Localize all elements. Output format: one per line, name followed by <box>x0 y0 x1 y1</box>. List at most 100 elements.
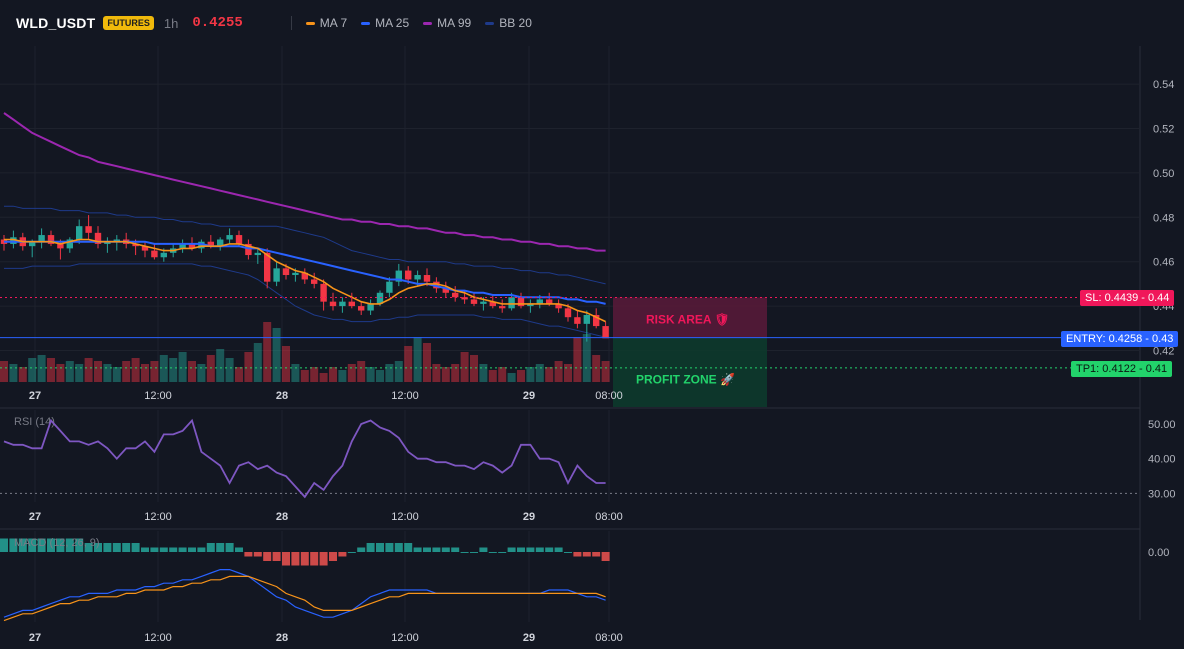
macd-histogram-bar <box>498 552 507 553</box>
volume-bar <box>235 367 243 382</box>
time-tick-label: 12:00 <box>391 511 419 523</box>
time-tick-label: 12:00 <box>144 511 172 523</box>
volume-bar <box>366 367 375 382</box>
candle-body <box>574 317 581 324</box>
header-divider <box>290 16 292 30</box>
volume-bar <box>479 364 488 382</box>
volume-bar <box>582 334 591 382</box>
volume-bar <box>244 352 253 382</box>
macd-histogram-bar <box>291 552 300 566</box>
time-tick-label: 08:00 <box>595 390 623 402</box>
macd-histogram-bar <box>376 543 384 552</box>
macd-histogram-bar <box>56 538 65 552</box>
macd-histogram-bar <box>357 547 366 552</box>
risk-zone <box>613 297 767 338</box>
candle-body <box>583 314 590 324</box>
volume-bar <box>103 364 112 382</box>
candle-body <box>160 252 167 258</box>
macd-histogram-bar <box>517 547 525 552</box>
candle-body <box>376 292 384 304</box>
macd-histogram-bar <box>47 538 55 552</box>
candle-body <box>10 237 17 244</box>
volume-bar <box>131 358 140 382</box>
ma7-line <box>4 238 606 323</box>
candle-body <box>386 281 393 293</box>
macd-histogram-bar <box>94 543 102 552</box>
macd-histogram-bar <box>573 552 582 557</box>
macd-histogram-bar <box>545 547 554 552</box>
macd-histogram-bar <box>319 552 328 566</box>
macd-histogram-bar <box>413 547 422 552</box>
price-tick-label: 0.48 <box>1153 212 1174 224</box>
candle-body <box>94 232 102 244</box>
macd-histogram-bar <box>592 552 601 557</box>
macd-histogram-bar <box>169 547 178 552</box>
volume-bar <box>488 370 497 382</box>
tp-price-label: TP1: 0.4122 - 0.41 <box>1071 361 1173 377</box>
legend-ma25-label: MA 25 <box>375 16 410 30</box>
time-tick-label: 08:00 <box>595 632 623 644</box>
entry-price-label: ENTRY: 0.4258 - 0.43 <box>1061 331 1179 347</box>
candle-body <box>198 241 205 249</box>
macd-histogram-bar <box>122 543 131 552</box>
macd-histogram-bar <box>37 538 46 552</box>
time-tick-label: 29 <box>523 390 535 402</box>
macd-title: MACD (12, 26, 9) <box>14 537 100 549</box>
legend-ma7[interactable]: MA 7 <box>305 16 347 30</box>
candle-body <box>499 306 506 309</box>
legend-ma99[interactable]: MA 99 <box>423 16 471 30</box>
macd-histogram-bar <box>131 543 140 552</box>
time-tick-label: 12:00 <box>144 632 172 644</box>
macd-histogram-bar <box>103 543 112 552</box>
macd-histogram-bar <box>564 552 572 553</box>
candle-body <box>264 252 271 282</box>
candle-body <box>188 243 196 249</box>
volume-bar <box>216 349 225 382</box>
candle-body <box>593 314 600 327</box>
macd-histogram-bar <box>488 552 497 553</box>
volume-bar <box>592 355 601 382</box>
macd-histogram-bar <box>263 552 272 561</box>
entry-label-text: ENTRY: 0.4258 <box>1066 333 1143 345</box>
chart-header: WLD_USDT FUTURES 1h 0.4255 MA 7 MA 25 MA… <box>0 0 1184 46</box>
volume-bar <box>178 352 187 382</box>
volume-bar <box>263 322 272 382</box>
price-tick-label: 0.46 <box>1153 257 1174 269</box>
volume-bar <box>282 346 290 382</box>
time-tick-label: 28 <box>276 632 288 644</box>
timeframe-label[interactable]: 1h <box>163 15 179 31</box>
candle-body <box>536 299 543 304</box>
volume-bar <box>197 364 206 382</box>
legend-bb20[interactable]: BB 20 <box>485 16 532 30</box>
symbol-name[interactable]: WLD_USDT <box>16 15 96 31</box>
macd-histogram-bar <box>141 547 149 552</box>
candle-body <box>442 288 449 293</box>
volume-bar <box>507 373 516 382</box>
volume-bar <box>18 367 27 382</box>
candle-body <box>395 270 402 282</box>
macd-signal-line <box>3 575 606 622</box>
macd-histogram-bar <box>460 552 469 553</box>
candle-body <box>57 243 64 249</box>
volume-bar <box>300 370 309 382</box>
macd-histogram-bar <box>112 543 121 552</box>
macd-histogram-bar <box>404 543 413 552</box>
candle-body <box>292 272 299 276</box>
candle-body <box>405 270 412 280</box>
legend-ma25[interactable]: MA 25 <box>361 16 409 30</box>
ma7-swatch <box>305 21 315 25</box>
volume-bar <box>526 367 535 382</box>
volume-bar <box>423 343 431 382</box>
volume-bar <box>545 367 554 382</box>
candle-body <box>527 303 534 307</box>
tp-axis-text: 0.41 <box>1145 363 1168 375</box>
volume-bar <box>517 370 525 382</box>
time-tick-label: 12:00 <box>391 390 419 402</box>
macd-histogram-bar <box>197 547 206 552</box>
volume-bar <box>460 352 469 382</box>
candle-body <box>517 297 525 307</box>
time-tick-label: 29 <box>523 632 535 644</box>
macd-histogram-bar <box>338 552 347 557</box>
macd-histogram-bar <box>0 538 8 552</box>
